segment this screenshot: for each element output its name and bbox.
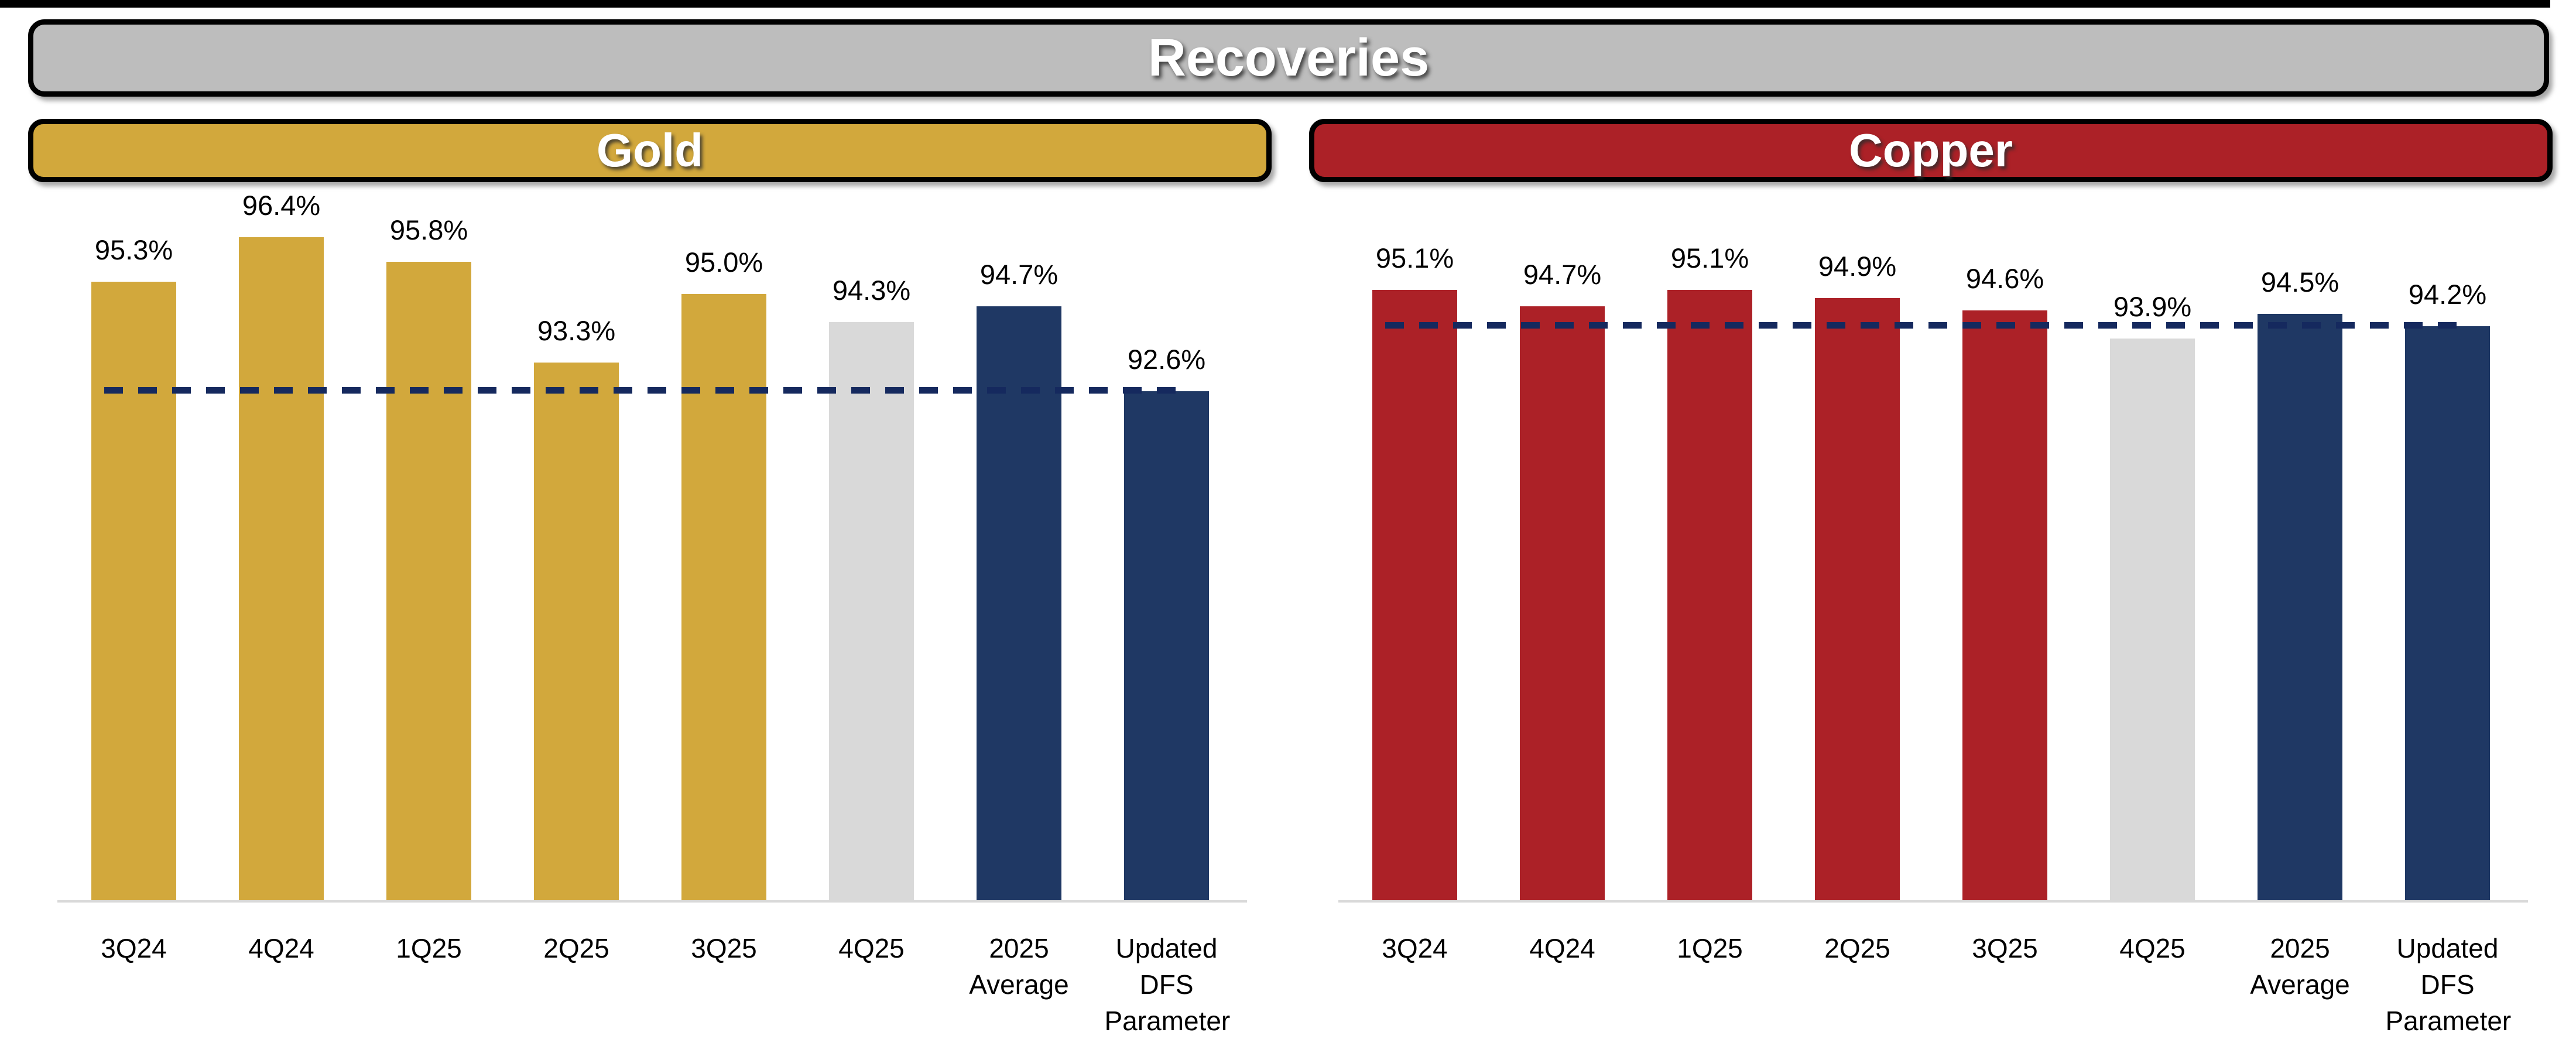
x-axis-label: 2Q25 xyxy=(1824,933,1890,963)
bar-value-label: 94.7% xyxy=(1523,259,1602,290)
x-axis-label: 1Q25 xyxy=(396,933,462,963)
bar-value-label: 94.6% xyxy=(1965,263,2044,294)
bar-value-label: 96.4% xyxy=(242,190,321,221)
bar xyxy=(1815,298,1900,900)
gold-bar-chart: 95.3% 3Q24 96.4% 4Q24 95.8% 1Q25 93.3% 2Q25 95.0… xyxy=(28,187,1272,1037)
bar xyxy=(2258,314,2342,900)
bar-value-label: 94.3% xyxy=(832,275,911,306)
bar xyxy=(1962,310,2047,900)
x-axis-label: 3Q24 xyxy=(101,933,167,963)
bar xyxy=(2405,326,2490,900)
bar xyxy=(829,322,914,900)
x-axis-label: 4Q24 xyxy=(1529,933,1595,963)
bar-value-label: 95.0% xyxy=(684,247,763,278)
x-axis-label: 3Q24 xyxy=(1382,933,1448,963)
bar-value-label: 94.2% xyxy=(2408,279,2487,310)
copper-bar-chart: 95.1% 3Q24 94.7% 4Q24 95.1% 1Q25 94.9% 2Q25 94.6… xyxy=(1309,187,2553,1037)
bar xyxy=(681,294,766,900)
x-axis-label: Updated DFS Parameter xyxy=(1104,933,1231,1037)
bar xyxy=(1667,290,1752,900)
bar xyxy=(977,306,1061,900)
x-axis-label: Updated DFS Parameter xyxy=(2385,933,2512,1037)
bar xyxy=(2110,339,2195,900)
x-axis-label: 2025 Average xyxy=(2250,933,2350,1000)
gold-section-header: Gold xyxy=(28,119,1272,182)
bar-value-label: 93.3% xyxy=(537,315,616,346)
x-axis-label: 4Q25 xyxy=(838,933,905,963)
x-axis-line xyxy=(57,900,1247,903)
chart-title-banner: Recoveries xyxy=(28,19,2549,97)
bar xyxy=(1124,391,1209,900)
bar-value-label: 94.5% xyxy=(2260,266,2339,298)
bar-value-label: 95.8% xyxy=(389,214,468,245)
x-axis-label: 4Q25 xyxy=(2119,933,2186,963)
bar xyxy=(1520,306,1605,900)
bar-value-label: 95.3% xyxy=(94,234,173,265)
bar xyxy=(386,262,471,900)
bar xyxy=(91,282,176,900)
bar-value-label: 92.6% xyxy=(1127,344,1206,375)
x-axis-label: 1Q25 xyxy=(1677,933,1743,963)
bar-value-label: 94.9% xyxy=(1818,251,1897,282)
gold-section-title: Gold xyxy=(596,124,704,176)
x-axis-label: 4Q24 xyxy=(248,933,314,963)
bar xyxy=(1372,290,1457,900)
copper-section-header: Copper xyxy=(1309,119,2553,182)
x-axis-label: 3Q25 xyxy=(691,933,757,963)
x-axis-label: 2Q25 xyxy=(543,933,609,963)
bar-value-label: 94.7% xyxy=(979,259,1059,290)
bar-value-label: 95.1% xyxy=(1375,242,1454,274)
bar-value-label: 93.9% xyxy=(2113,291,2192,322)
x-axis-label: 3Q25 xyxy=(1972,933,2038,963)
bar xyxy=(239,237,324,900)
x-axis-label: 2025 Average xyxy=(969,933,1069,1000)
x-axis-line xyxy=(1338,900,2528,903)
reference-line xyxy=(104,387,1177,394)
bar xyxy=(534,363,619,900)
top-border-strip xyxy=(0,0,2550,8)
bar-value-label: 95.1% xyxy=(1670,242,1749,274)
copper-section-title: Copper xyxy=(1849,124,2013,176)
reference-line xyxy=(1385,322,2458,329)
page-title: Recoveries xyxy=(1147,28,1430,87)
